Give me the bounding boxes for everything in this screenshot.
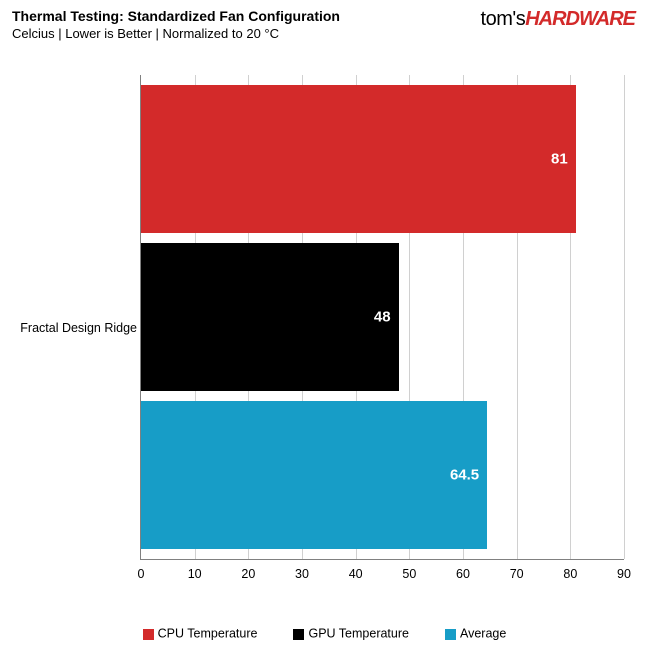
bar-value-label: 64.5 bbox=[450, 467, 479, 484]
x-tick-label: 80 bbox=[563, 567, 577, 581]
legend-label: CPU Temperature bbox=[158, 627, 258, 641]
x-tick-label: 0 bbox=[138, 567, 145, 581]
x-tick-label: 40 bbox=[349, 567, 363, 581]
site-logo: tom'sHARDWARE bbox=[481, 8, 635, 31]
category-label: Fractal Design Ridge bbox=[12, 321, 137, 335]
x-tick-label: 30 bbox=[295, 567, 309, 581]
bar-cpu-temperature: 81 bbox=[141, 85, 576, 233]
x-tick-label: 10 bbox=[188, 567, 202, 581]
legend-item: GPU Temperature bbox=[293, 626, 409, 641]
legend-swatch bbox=[143, 629, 154, 640]
legend-label: GPU Temperature bbox=[308, 627, 409, 641]
legend-item: Average bbox=[445, 626, 506, 641]
legend-label: Average bbox=[460, 627, 506, 641]
legend: CPU Temperature GPU Temperature Average bbox=[0, 626, 649, 641]
plot-region: 0102030405060708090814864.5 bbox=[140, 75, 624, 560]
logo-suffix: HARDWARE bbox=[525, 8, 635, 30]
legend-item: CPU Temperature bbox=[143, 626, 258, 641]
logo-prefix: tom's bbox=[481, 8, 526, 30]
x-tick-label: 60 bbox=[456, 567, 470, 581]
bar-value-label: 81 bbox=[551, 150, 568, 167]
bar-value-label: 48 bbox=[374, 308, 391, 325]
x-tick-label: 70 bbox=[510, 567, 524, 581]
x-tick-label: 90 bbox=[617, 567, 631, 581]
chart-area: Fractal Design Ridge 0 10 20 30 40 50 60 70 80 90… bbox=[0, 60, 649, 595]
bar-gpu-temperature: 48 bbox=[141, 243, 399, 391]
legend-swatch bbox=[293, 629, 304, 640]
bar-average: 64.5 bbox=[141, 401, 487, 549]
legend-swatch bbox=[445, 629, 456, 640]
grid-line bbox=[624, 75, 625, 559]
x-tick-label: 50 bbox=[402, 567, 416, 581]
x-tick-label: 20 bbox=[241, 567, 255, 581]
